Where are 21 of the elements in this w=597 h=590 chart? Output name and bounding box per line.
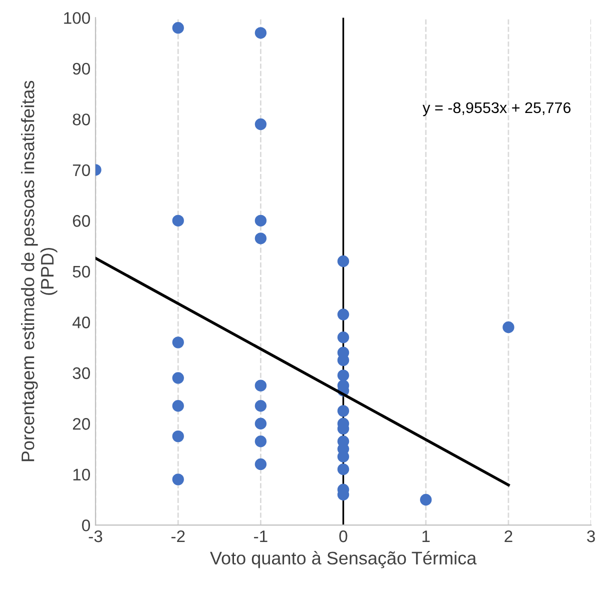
x-tick-label: 0: [339, 530, 348, 542]
y-tick-label: 70: [72, 164, 90, 176]
x-tick-label: 1: [422, 530, 430, 542]
y-tick-label: 60: [72, 215, 90, 227]
y-tick-label: 10: [73, 468, 90, 481]
annotation: y = -8,9553x + 25,776: [422, 102, 571, 116]
y-tick-label: 20: [72, 418, 90, 430]
y-tick-label: 30: [72, 367, 90, 380]
y-axis-title: Porcentagem estimado de pessoas insatisfeitas (PPD): [21, 80, 58, 462]
y-tick-label: 0: [82, 520, 90, 532]
x-tick-label: 3: [587, 530, 595, 542]
x-tick-label: 2: [504, 530, 512, 542]
x-tick-label: -1: [254, 530, 268, 542]
y-tick-label: 90: [72, 62, 90, 75]
x-tick-label: -2: [171, 530, 185, 542]
y-tick-label: 40: [72, 316, 90, 328]
y-tick-label: 50: [72, 266, 90, 278]
x-tick-label: -3: [88, 530, 102, 542]
x-axis-title: Voto quanto à Sensação Térmica: [210, 551, 477, 568]
y-tick-label: 80: [72, 114, 90, 126]
y-tick-label: 100: [64, 12, 90, 24]
